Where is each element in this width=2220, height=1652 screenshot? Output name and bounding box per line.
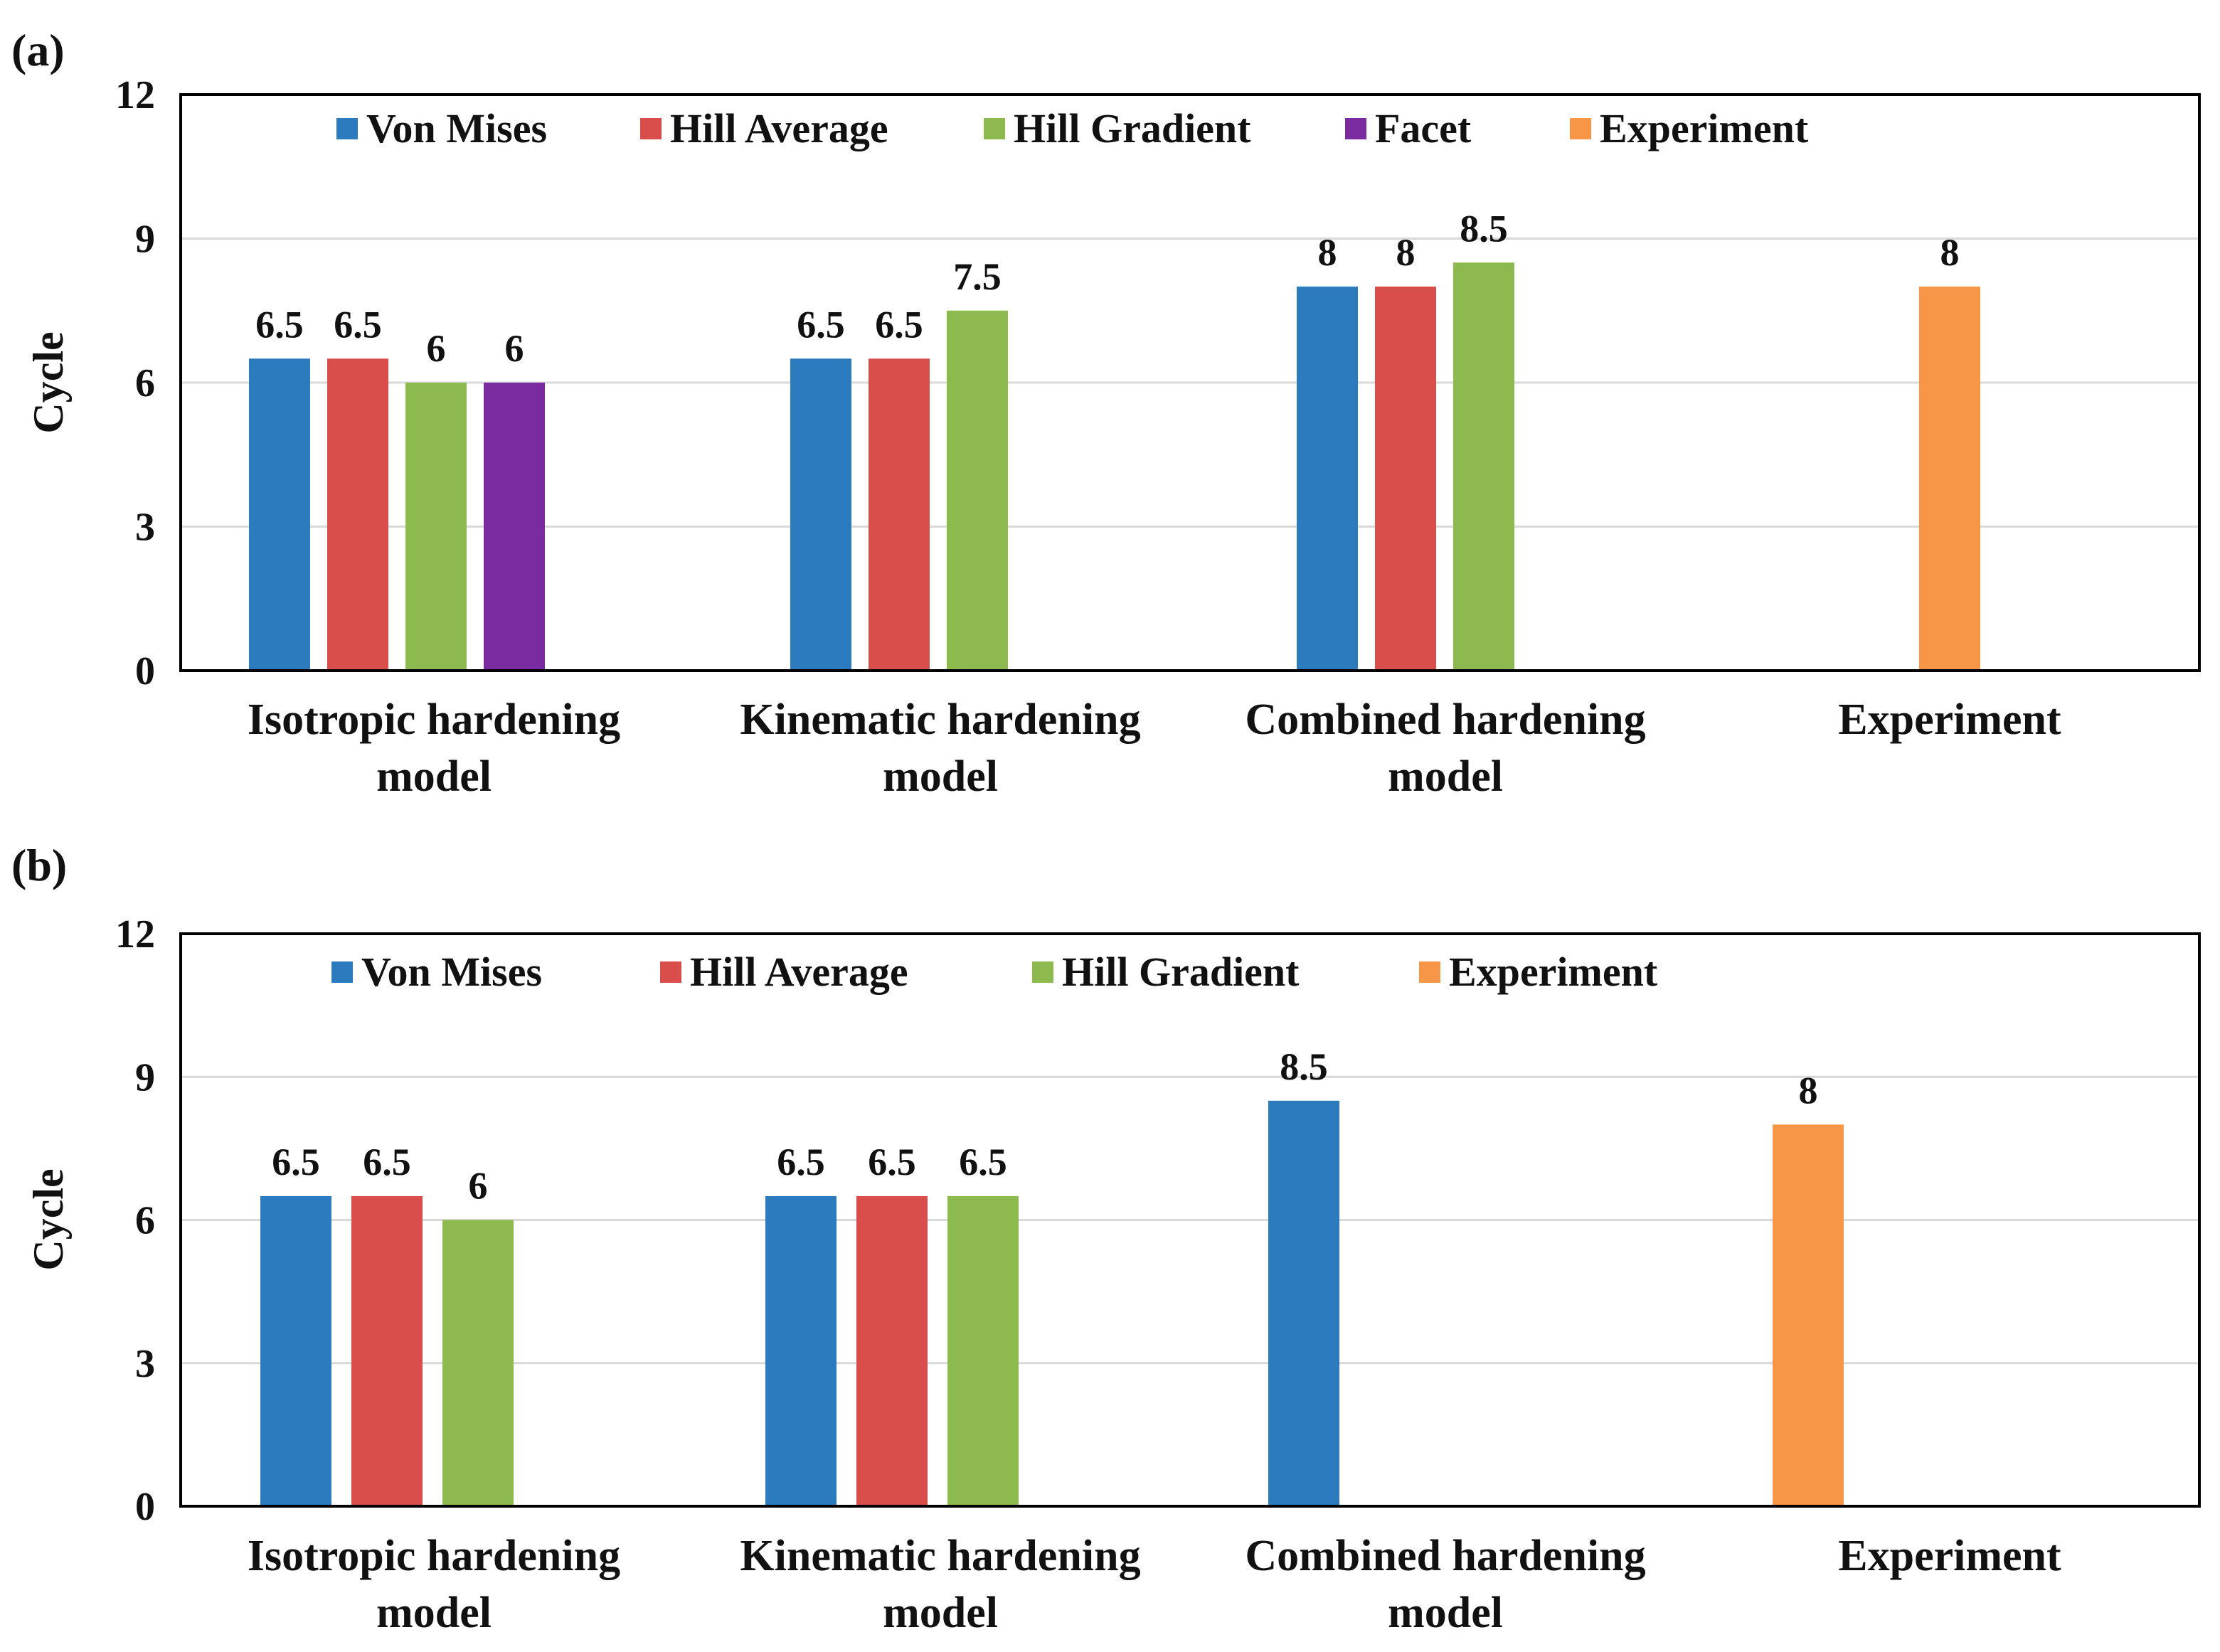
data-label: 6: [505, 327, 524, 370]
legend-swatch-experiment: [1570, 118, 1591, 139]
panel-b: (b) 6.5 6.5 6 6.5 6.5 6.5 8.5 8 0 3 6 9 12 Cycle Is…: [11, 840, 2201, 1637]
legend-label: Von Mises: [361, 949, 542, 995]
legend-label: Hill Average: [670, 105, 888, 151]
category-label: model: [376, 1589, 492, 1637]
legend-label: Von Mises: [366, 105, 547, 151]
legend-swatch-hill-average: [640, 118, 662, 139]
data-label: 6.5: [255, 303, 304, 346]
y-tick-label: 6: [135, 361, 155, 405]
data-label: 6.5: [797, 303, 845, 346]
legend-label: Experiment: [1600, 105, 1809, 151]
category-label: Kinematic hardening: [740, 1532, 1140, 1580]
bars-b: 6.5 6.5 6 6.5 6.5 6.5 8.5 8: [260, 1045, 1844, 1506]
bar-hill-average: [327, 358, 388, 671]
bar-von-mises: [260, 1195, 331, 1506]
legend-label: Hill Gradient: [1062, 949, 1300, 995]
legend-swatch-von-mises: [331, 961, 353, 983]
bar-hill-gradient: [405, 383, 467, 671]
data-label: 8: [1799, 1069, 1818, 1112]
bar-facet: [484, 383, 545, 671]
data-label: 8: [1318, 231, 1337, 274]
data-label: 8.5: [1460, 207, 1508, 250]
category-label: Experiment: [1838, 1532, 2061, 1580]
category-label: Experiment: [1838, 696, 2061, 744]
y-tick-label: 0: [135, 1485, 155, 1529]
y-axis-label-b: Cycle: [25, 1168, 72, 1270]
data-label: 8: [1940, 231, 1960, 274]
bar-hill-average: [351, 1195, 423, 1506]
gridlines-a: [181, 238, 2199, 528]
bar-hill-average: [869, 358, 930, 671]
bar-von-mises: [1268, 1100, 1339, 1506]
y-tick-label: 9: [135, 218, 155, 262]
data-label: 6.5: [868, 1141, 916, 1183]
bar-experiment: [1919, 287, 1980, 671]
legend-swatch-hill-gradient: [984, 118, 1005, 139]
category-label: Kinematic hardening: [740, 696, 1140, 744]
bar-hill-gradient: [947, 310, 1008, 671]
bar-hill-gradient: [1453, 262, 1514, 671]
data-label: 8: [1396, 231, 1416, 274]
y-tick-label: 0: [135, 649, 155, 693]
y-tick-label: 3: [135, 506, 155, 550]
bar-hill-gradient: [442, 1220, 514, 1506]
legend-swatch-experiment: [1419, 961, 1440, 983]
legend-label: Facet: [1375, 105, 1472, 151]
plot-frame-b: [179, 932, 2201, 1508]
category-label: model: [376, 752, 492, 801]
bar-von-mises: [1297, 287, 1358, 671]
y-tick-label: 12: [115, 73, 155, 117]
plot-frame-a: [179, 93, 2201, 672]
bar-experiment: [1773, 1124, 1844, 1506]
y-ticks-b: 0 3 6 9 12: [115, 912, 155, 1529]
y-tick-label: 6: [135, 1199, 155, 1243]
legend-a: Von Mises Hill Average Hill Gradient Facet E…: [336, 105, 1809, 151]
panel-label-b: (b): [11, 840, 67, 890]
category-labels-b: Isotropic hardening model Kinematic harden…: [248, 1532, 2061, 1637]
category-label: model: [883, 1589, 998, 1637]
bars-a: 6.5 6.5 6 6 6.5 6.5 7.5 8 8 8.5 8: [249, 207, 1980, 671]
bar-von-mises: [765, 1195, 837, 1506]
bar-hill-average: [1375, 287, 1436, 671]
y-ticks-a: 0 3 6 9 12: [115, 73, 155, 693]
legend-b: Von Mises Hill Average Hill Gradient Experi…: [331, 949, 1658, 995]
gridlines-b: [181, 1075, 2199, 1365]
category-label: model: [1388, 1589, 1503, 1637]
legend-swatch-von-mises: [336, 118, 358, 139]
data-label: 6.5: [272, 1141, 320, 1183]
category-label: Combined hardening: [1245, 1532, 1645, 1580]
category-label: model: [1388, 752, 1503, 801]
data-label: 6.5: [777, 1141, 825, 1183]
legend-label: Experiment: [1449, 949, 1658, 995]
y-tick-label: 12: [115, 912, 155, 956]
data-label: 6: [427, 327, 446, 370]
data-label: 6.5: [334, 303, 382, 346]
data-label: 6.5: [363, 1141, 411, 1183]
legend-label: Hill Gradient: [1014, 105, 1251, 151]
category-label: Isotropic hardening: [248, 696, 620, 744]
category-label: model: [883, 752, 998, 801]
y-tick-label: 9: [135, 1055, 155, 1099]
legend-label: Hill Average: [690, 949, 908, 995]
data-label: 6: [469, 1165, 488, 1208]
y-tick-label: 3: [135, 1342, 155, 1386]
panel-a: (a) 6.5 6.5 6 6 6.5 6.5 7.5 8 8 8.5 8 0 3 6 9 12 Cycle…: [11, 25, 2201, 801]
bar-hill-gradient: [947, 1195, 1019, 1506]
data-label: 8.5: [1280, 1045, 1328, 1088]
data-label: 7.5: [953, 255, 1002, 298]
y-axis-label-a: Cycle: [25, 331, 72, 433]
category-label: Isotropic hardening: [248, 1532, 620, 1580]
legend-swatch-facet: [1345, 118, 1366, 139]
data-label: 6.5: [959, 1141, 1007, 1183]
bar-von-mises: [249, 358, 310, 671]
bar-von-mises: [790, 358, 851, 671]
panel-label-a: (a): [11, 25, 65, 75]
category-labels-a: Isotropic hardening model Kinematic harden…: [248, 696, 2061, 801]
legend-swatch-hill-gradient: [1032, 961, 1053, 983]
data-label: 6.5: [875, 303, 923, 346]
legend-swatch-hill-average: [660, 961, 681, 983]
category-label: Combined hardening: [1245, 696, 1645, 744]
bar-hill-average: [856, 1195, 928, 1506]
